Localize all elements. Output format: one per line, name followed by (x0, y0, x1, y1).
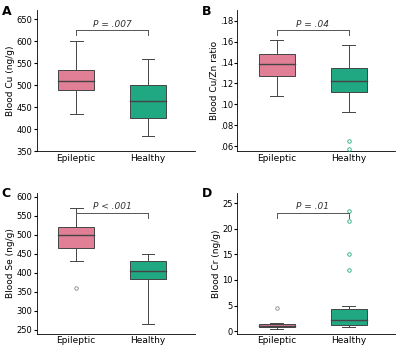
Bar (130, 85, 166, 118)
Bar (58, 227, 94, 248)
Y-axis label: Blood Se (ng/g): Blood Se (ng/g) (6, 229, 15, 298)
Text: A: A (2, 5, 12, 18)
Y-axis label: Blood Cu (ng/g): Blood Cu (ng/g) (6, 46, 15, 116)
Text: P = .007: P = .007 (93, 20, 132, 29)
Text: B: B (203, 5, 212, 18)
Text: C: C (2, 187, 11, 200)
Y-axis label: Blood Cr (ng/g): Blood Cr (ng/g) (212, 229, 221, 298)
Text: P = .04: P = .04 (296, 20, 329, 29)
Bar (58, 70, 94, 90)
Bar (130, 261, 166, 278)
Bar (259, 54, 295, 76)
Bar (331, 68, 367, 92)
Bar (259, 324, 295, 327)
Text: P < .001: P < .001 (93, 202, 132, 211)
Y-axis label: Blood Cu/Zn ratio: Blood Cu/Zn ratio (209, 41, 218, 120)
Text: P = .01: P = .01 (296, 202, 329, 211)
Bar (331, 309, 367, 325)
Text: D: D (203, 187, 213, 200)
